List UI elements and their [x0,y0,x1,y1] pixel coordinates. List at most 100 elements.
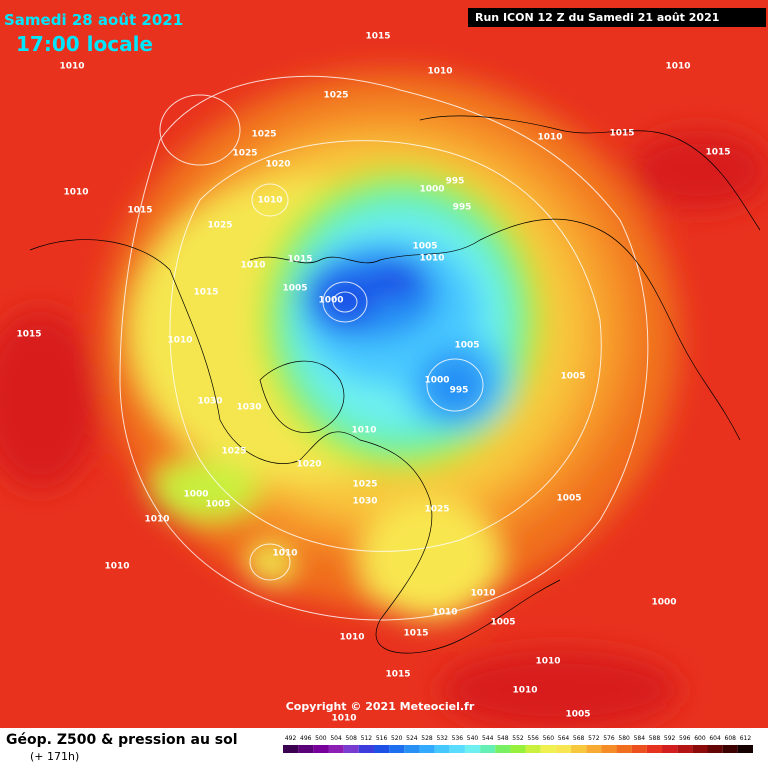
legend-swatch [692,745,708,753]
legend-value: 540 [467,735,479,742]
legend-swatch [313,745,329,753]
legend-value: 532 [436,735,448,742]
legend-value: 504 [330,735,342,742]
isobar-label: 1005 [205,500,230,510]
isobar-label: 1000 [183,490,208,500]
isobar-label: 1015 [385,670,410,680]
isobar-label: 1015 [403,629,428,639]
isobar-label: 1020 [296,460,321,470]
legend-swatch [358,745,374,753]
isobar-label: 1000 [419,185,444,195]
isobar-label: 1025 [232,149,257,159]
legend-swatch [737,745,753,753]
isobar-label: 1015 [127,206,152,216]
isobar-label: 1030 [197,397,222,407]
legend-value: 592 [664,735,676,742]
legend-swatch [510,745,526,753]
isobar-label: 1010 [419,254,444,264]
isobar-label: 1010 [144,515,169,525]
run-box [468,8,766,27]
isobar-label: 1010 [63,188,88,198]
legend-value: 496 [300,735,312,742]
legend-value: 516 [376,735,388,742]
legend-value: 612 [740,735,752,742]
legend-value: 492 [285,735,297,742]
legend-swatch [283,745,299,753]
isobar-label: 1015 [16,330,41,340]
legend-swatch [298,745,314,753]
legend-swatch [404,745,420,753]
isobar-label: 1010 [167,336,192,346]
legend-value: 556 [527,735,539,742]
legend-value: 596 [679,735,691,742]
legend-value: 568 [573,735,585,742]
legend-value: 544 [482,735,494,742]
isobar-label: 1030 [236,403,261,413]
legend-swatch [722,745,738,753]
legend-swatch [525,745,541,753]
isobar-label: 1005 [560,372,585,382]
isobar-label: 1005 [412,242,437,252]
legend-value: 528 [421,735,433,742]
legend-swatch [343,745,359,753]
isobar-label: 1010 [535,657,560,667]
isobar-label: 1010 [351,426,376,436]
isobar-label: 1005 [282,284,307,294]
legend-swatch [601,745,617,753]
footer-title: Géop. Z500 & pression au sol [6,732,238,748]
isobar-label: 1000 [651,598,676,608]
isobar-label: 1005 [454,341,479,351]
isobar-label: 995 [446,177,465,187]
legend-value: 588 [649,735,661,742]
legend-value: 500 [315,735,327,742]
legend-value: 580 [618,735,630,742]
isobar-label: 1010 [272,549,297,559]
isobar-label: 1015 [705,148,730,158]
isobar-labels: 1015 1010 1010 1010 1025 1025 1025 1020 1010 1015… [16,32,730,724]
isobar-label: 1000 [424,376,449,386]
run-text: Run ICON 12 Z du Samedi 21 août 2021 [475,11,719,24]
isobar-label: 1010 [59,62,84,72]
legend-swatch [616,745,632,753]
isobar-label: 1015 [287,255,312,265]
coastlines [29,115,761,654]
legend-swatch [646,745,663,753]
legend-value: 608 [725,735,737,742]
copyright: Copyright © 2021 Meteociel.fr [286,700,475,713]
legend-value: 512 [361,735,373,742]
legend-swatch [495,745,511,753]
legend-swatch [389,745,405,753]
legend-value: 576 [603,735,615,742]
isobar-label: 1010 [432,608,457,618]
legend-value: 508 [345,735,357,742]
isobar-label: 1010 [331,714,356,724]
legend-value: 600 [694,735,706,742]
color-legend: 492 496 500 504 508 512 516 520 524 528 532 536 540 5… [283,735,753,753]
isobar-label: 995 [450,386,469,396]
isobar-label: 1010 [537,133,562,143]
isobar-label: 1010 [257,196,282,206]
date-text: Samedi 28 août 2021 [4,11,183,29]
legend-value: 524 [406,735,418,742]
legend-swatch [373,745,390,753]
isobar-label: 1015 [365,32,390,42]
footer-lead: (+ 171h) [30,750,79,763]
isobar-label: 1020 [265,160,290,170]
legend-swatch [419,745,435,753]
isobar-label: 1010 [470,589,495,599]
legend-value: 536 [452,735,464,742]
legend-swatch [464,745,481,753]
legend-value: 520 [391,735,403,742]
legend-swatch [540,745,556,753]
isobar-label: 1025 [352,480,377,490]
isobars [119,75,649,621]
legend-swatch [434,745,450,753]
isobar-label: 1030 [352,497,377,507]
legend-swatch [631,745,647,753]
isobar-label: 995 [453,203,472,213]
isobar-label: 1000 [318,296,343,306]
isobar-label: 1010 [104,562,129,572]
legend-value: 552 [512,735,524,742]
isobar-label: 1010 [665,62,690,72]
